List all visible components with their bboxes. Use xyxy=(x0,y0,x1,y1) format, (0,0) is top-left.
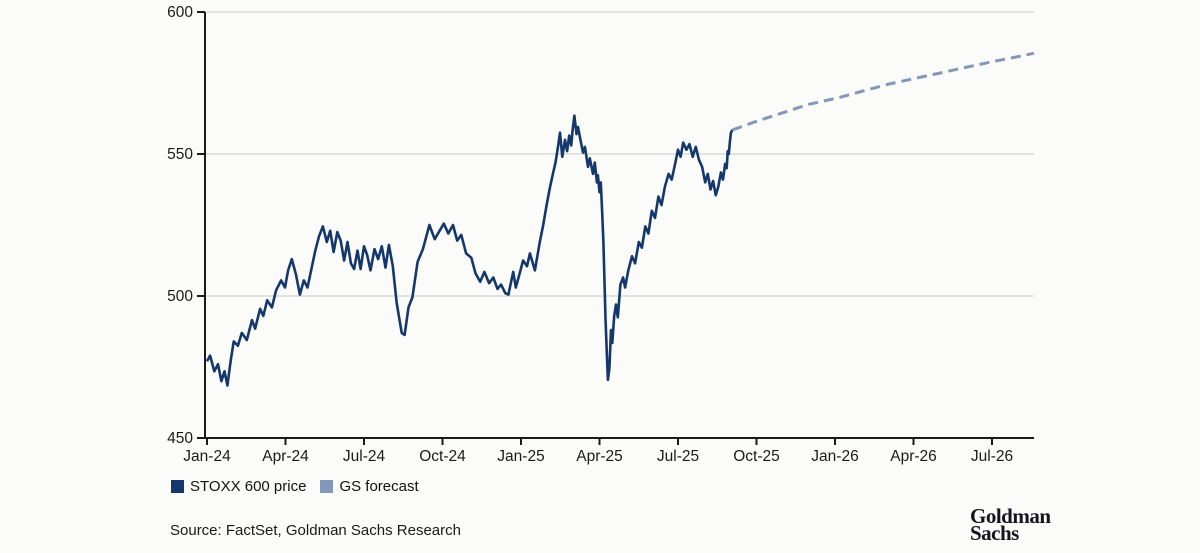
source-text: Source: FactSet, Goldman Sachs Research xyxy=(170,522,461,539)
x-tick-label-Jan-25: Jan-25 xyxy=(497,448,544,465)
legend-label-stoxx-600-price: STOXX 600 price xyxy=(190,478,307,495)
x-tick-label-Jan-26: Jan-26 xyxy=(811,448,858,465)
x-tick-label-Apr-24: Apr-24 xyxy=(262,448,309,465)
x-tick-label-Apr-25: Apr-25 xyxy=(576,448,623,465)
legend-label-gs-forecast: GS forecast xyxy=(339,478,419,495)
legend: STOXX 600 price GS forecast xyxy=(171,478,419,495)
y-tick-label-550: 550 xyxy=(167,146,193,163)
legend-item-stoxx-600-price: STOXX 600 price xyxy=(171,478,306,495)
x-tick-label-Jan-24: Jan-24 xyxy=(183,448,231,465)
logo-line-1: Goldman xyxy=(970,504,1051,528)
x-tick-label-Oct-25: Oct-25 xyxy=(733,448,780,465)
x-tick-label-Apr-26: Apr-26 xyxy=(890,448,937,465)
x-tick-label-Oct-24: Oct-24 xyxy=(419,448,466,465)
gs-forecast-swatch xyxy=(320,480,334,493)
x-tick-label-Jul-25: Jul-25 xyxy=(657,448,699,465)
stoxx-600-price-line xyxy=(205,114,734,387)
logo-line-2: Sachs xyxy=(970,521,1019,545)
y-tick-label-500: 500 xyxy=(167,288,193,305)
legend-item-gs-forecast: GS forecast xyxy=(320,478,419,495)
y-tick-label-450: 450 xyxy=(167,430,193,447)
stoxx-600-price-swatch xyxy=(171,480,184,493)
goldman-sachs-logo: Goldman Sachs xyxy=(970,504,1051,545)
gs-forecast-line xyxy=(731,51,1035,132)
y-tick-label-600: 600 xyxy=(167,4,193,21)
x-tick-label-Jul-26: Jul-26 xyxy=(971,448,1013,465)
x-tick-label-Jul-24: Jul-24 xyxy=(343,448,386,465)
